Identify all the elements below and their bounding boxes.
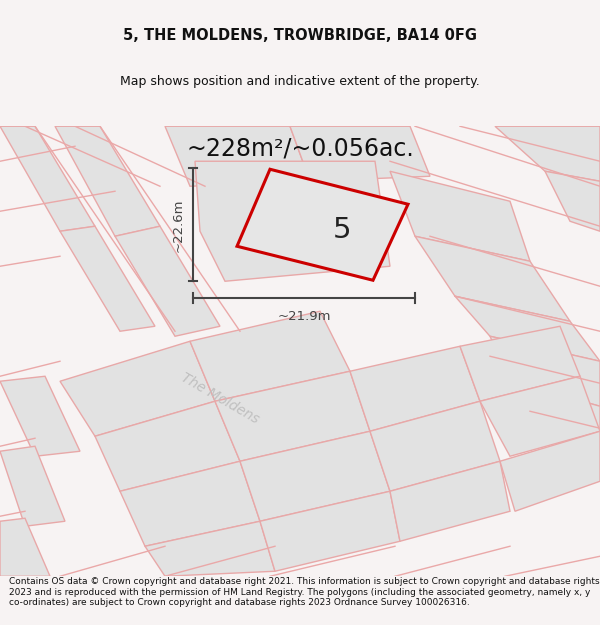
Text: 5, THE MOLDENS, TROWBRIDGE, BA14 0FG: 5, THE MOLDENS, TROWBRIDGE, BA14 0FG bbox=[123, 28, 477, 43]
Text: ~21.9m: ~21.9m bbox=[277, 310, 331, 323]
Polygon shape bbox=[0, 518, 50, 576]
Polygon shape bbox=[0, 126, 95, 231]
Polygon shape bbox=[240, 431, 390, 521]
Polygon shape bbox=[260, 491, 400, 571]
Polygon shape bbox=[490, 336, 600, 406]
Polygon shape bbox=[500, 431, 600, 511]
Polygon shape bbox=[237, 169, 408, 280]
Polygon shape bbox=[55, 126, 160, 236]
Polygon shape bbox=[370, 401, 500, 491]
Polygon shape bbox=[390, 171, 530, 261]
Polygon shape bbox=[415, 236, 570, 321]
Polygon shape bbox=[60, 226, 155, 331]
Polygon shape bbox=[545, 171, 600, 231]
Polygon shape bbox=[0, 376, 80, 456]
Text: Contains OS data © Crown copyright and database right 2021. This information is : Contains OS data © Crown copyright and d… bbox=[9, 578, 599, 607]
Polygon shape bbox=[390, 461, 510, 541]
Text: Map shows position and indicative extent of the property.: Map shows position and indicative extent… bbox=[120, 75, 480, 88]
Text: ~228m²/~0.056ac.: ~228m²/~0.056ac. bbox=[186, 136, 414, 160]
Polygon shape bbox=[95, 401, 240, 491]
Polygon shape bbox=[145, 521, 275, 576]
Text: ~22.6m: ~22.6m bbox=[172, 198, 185, 251]
Polygon shape bbox=[290, 126, 430, 181]
Polygon shape bbox=[480, 376, 600, 456]
Polygon shape bbox=[455, 296, 600, 361]
Text: The Moldens: The Moldens bbox=[179, 370, 262, 426]
Polygon shape bbox=[195, 161, 390, 281]
Polygon shape bbox=[495, 126, 600, 181]
Polygon shape bbox=[350, 346, 480, 431]
Polygon shape bbox=[510, 381, 600, 456]
Polygon shape bbox=[115, 226, 220, 336]
Polygon shape bbox=[190, 311, 350, 401]
Polygon shape bbox=[165, 126, 310, 186]
Polygon shape bbox=[215, 371, 370, 461]
Polygon shape bbox=[460, 326, 580, 401]
Polygon shape bbox=[120, 461, 260, 546]
Text: 5: 5 bbox=[333, 216, 351, 244]
Polygon shape bbox=[60, 341, 215, 436]
Polygon shape bbox=[0, 446, 65, 526]
